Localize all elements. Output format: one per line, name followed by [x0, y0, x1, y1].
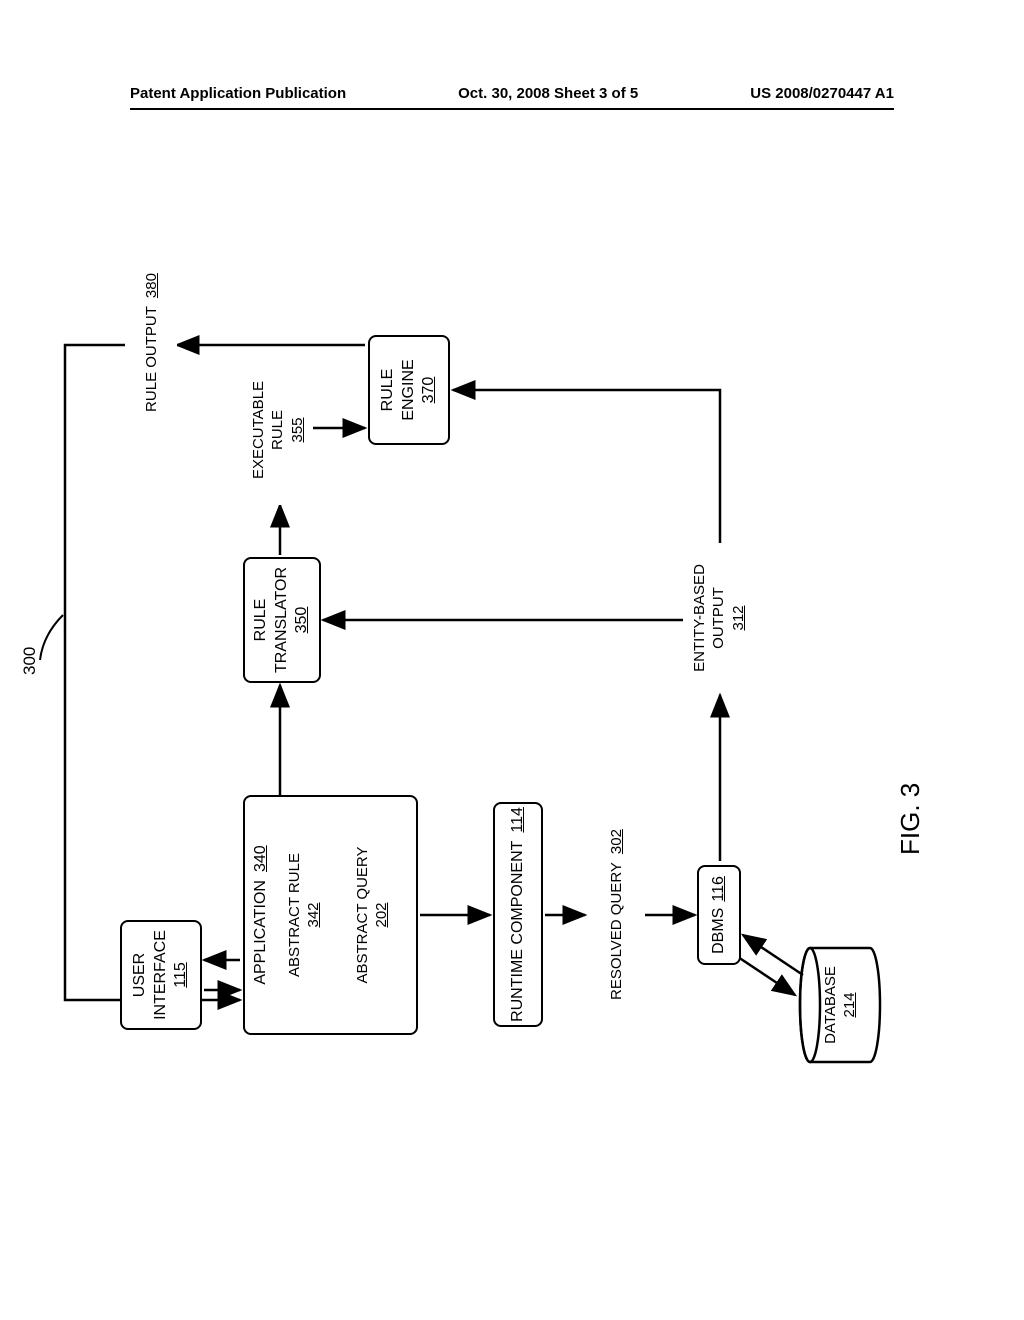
header-left: Patent Application Publication — [130, 85, 346, 102]
node-user-interface: USER INTERFACE 115 — [120, 920, 202, 1030]
num: 114 — [508, 807, 529, 833]
label: APPLICATION — [251, 880, 272, 985]
header-rule — [130, 108, 894, 110]
node-rule-engine: RULE ENGINE 370 — [368, 335, 450, 445]
num: 350 — [292, 607, 313, 634]
num: 202 — [372, 902, 392, 927]
node-rule-translator: RULE TRANSLATOR 350 — [243, 557, 321, 683]
label: DATABASE — [821, 966, 841, 1044]
label: ABSTRACT RULE — [285, 853, 305, 977]
node-executable-rule: EXECUTABLE RULE 355 — [245, 355, 311, 505]
label: RESOLVED QUERY — [607, 862, 627, 1000]
label: ABSTRACT QUERY — [353, 847, 373, 984]
ref-300: 300 — [20, 647, 40, 675]
num: 312 — [729, 605, 749, 630]
num: 380 — [142, 273, 162, 298]
num: 116 — [709, 876, 730, 902]
label: ENTITY-BASED OUTPUT — [690, 564, 729, 672]
num: 302 — [607, 829, 627, 854]
num: 115 — [171, 962, 192, 988]
node-database: DATABASE 214 — [810, 945, 870, 1065]
figure-label: FIG. 3 — [895, 783, 926, 855]
node-rule-output: RULE OUTPUT 380 — [127, 260, 177, 425]
label: RULE TRANSLATOR — [251, 567, 293, 673]
node-abstract-query: ABSTRACT QUERY 202 — [345, 815, 399, 1015]
node-runtime-component: RUNTIME COMPONENT 114 — [493, 802, 543, 1027]
node-dbms: DBMS 116 — [697, 865, 741, 965]
label: USER INTERFACE — [130, 930, 172, 1020]
num: 214 — [840, 992, 860, 1017]
page-header: Patent Application Publication Oct. 30, … — [0, 85, 1024, 102]
num: 355 — [288, 417, 308, 442]
header-center: Oct. 30, 2008 Sheet 3 of 5 — [458, 85, 638, 102]
flowchart-diagram: 300 — [55, 285, 985, 1045]
label: RULE OUTPUT — [142, 306, 162, 412]
header-right: US 2008/0270447 A1 — [750, 85, 894, 102]
node-abstract-rule: ABSTRACT RULE 342 — [277, 815, 331, 1015]
label: RULE ENGINE — [378, 359, 420, 420]
label: RUNTIME COMPONENT — [508, 841, 529, 1022]
label: EXECUTABLE RULE — [249, 381, 288, 479]
node-resolved-query: RESOLVED QUERY 302 — [590, 802, 644, 1027]
num: 342 — [304, 902, 324, 927]
node-entity-output: ENTITY-BASED OUTPUT 312 — [683, 543, 755, 693]
label: DBMS — [709, 908, 730, 954]
num: 340 — [251, 845, 272, 872]
num: 370 — [419, 377, 440, 404]
